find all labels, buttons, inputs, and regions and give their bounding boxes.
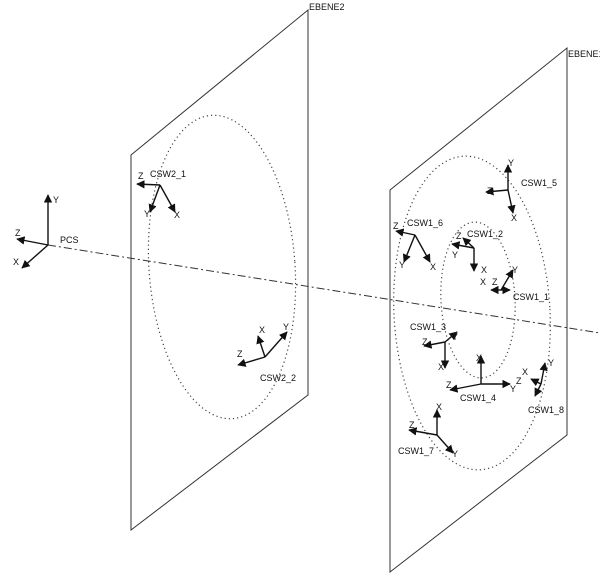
frame-csw2-2-z-axis-arrow <box>237 356 266 367</box>
pcs-x-label: X <box>13 257 19 267</box>
frame-csw1-5-x-label: X <box>511 213 517 223</box>
frame-csw1-4-name-label: CSW1_4 <box>460 393 496 403</box>
frame-csw1-3-y-label: Y <box>452 332 458 342</box>
frame-csw2-1-y-axis-arrow <box>148 184 161 213</box>
frame-csw1-7: X Y Z CSW1_7 <box>398 402 458 459</box>
frame-csw1-2-name-label: CSW1_2 <box>467 229 503 239</box>
frame-csw2-2-z-label: Z <box>237 349 243 359</box>
frame-csw1-3-name-label: CSW1_3 <box>410 322 446 332</box>
frame-csw1-2-z-label: Z <box>456 231 462 241</box>
frame-csw1-7-name-label: CSW1_7 <box>398 446 434 456</box>
frame-csw1-2-y-label: Y <box>452 250 458 260</box>
frame-csw1-8-name-label: CSW1_8 <box>528 405 564 415</box>
frame-csw1-8-y-label: Y <box>548 358 554 368</box>
frame-csw2-1: X Y Z CSW2_1 <box>136 169 186 220</box>
frame-csw1-7-z-label: Z <box>409 420 415 430</box>
frame-csw1-7-y-label: Y <box>452 449 458 459</box>
ring-ebene2 <box>147 114 297 420</box>
frame-csw1-3-z-axis-arrow <box>423 340 446 349</box>
frame-csw2-2-x-axis-arrow <box>256 335 266 358</box>
frame-csw1-1-z-label: Z <box>492 277 498 287</box>
frame-csw2-2: X Y Z CSW2_2 <box>237 322 296 383</box>
frame-csw1-5-z-label: Z <box>487 186 493 196</box>
frame-csw1-1-y-label: Y <box>512 265 518 275</box>
plane-ebene1 <box>389 46 568 574</box>
frame-csw1-6-y-axis-arrow <box>402 234 416 263</box>
frame-csw1-7-z-axis-arrow <box>408 427 438 436</box>
frame-csw1-5-x-axis-arrow <box>507 189 516 214</box>
frame-csw1-5-name-label: CSW1_5 <box>521 178 557 188</box>
central-axis-line <box>47 244 600 334</box>
ring-inner-ebene1 <box>440 221 516 379</box>
frame-csw1-4-x-label: X <box>476 353 482 363</box>
frame-csw1-5-y-label: Y <box>508 158 514 168</box>
frame-csw1-4-y-label: Y <box>510 384 516 394</box>
frame-csw1-6-name-label: CSW1_6 <box>407 218 443 228</box>
plane-ebene2-label: EBENE2 <box>309 2 345 12</box>
frame-csw1-3-z-label: Z <box>422 337 428 347</box>
frame-csw1-6: X Y Z CSW1_6 <box>393 218 443 272</box>
frame-csw2-1-z-axis-arrow <box>136 180 161 189</box>
frame-csw1-6-z-axis-arrow <box>395 228 416 237</box>
frame-csw1-3: X Y Z CSW1_3 <box>410 322 458 372</box>
frame-csw1-1: X Y Z CSW1_1 <box>480 265 549 302</box>
pcs-z-axis-arrow <box>16 236 49 246</box>
frame-csw1-8-x-axis-arrow <box>530 378 542 387</box>
frame-csw1-8-x-label: X <box>522 367 528 377</box>
pcs-label: PCS <box>60 235 79 245</box>
frame-csw1-2-z-axis-arrow <box>462 237 475 249</box>
frame-csw1-5-z-axis-arrow <box>485 187 509 196</box>
frame-csw2-1-name-label: CSW2_1 <box>150 169 186 179</box>
plane-ebene2 <box>130 8 309 532</box>
frame-csw1-6-x-label: X <box>430 262 436 272</box>
frame-csw1-8-z-label: Z <box>516 376 522 386</box>
frame-csw1-2: X YZ CSW1_2 <box>451 229 503 275</box>
pcs-z-label: Z <box>15 228 21 238</box>
frame-csw1-5: X Y Z CSW1_5 <box>485 158 557 223</box>
frame-csw1-4-z-label: Z <box>446 380 452 390</box>
frame-csw1-6-y-label: Y <box>399 260 405 270</box>
frame-csw2-2-name-label: CSW2_2 <box>260 373 296 383</box>
frame-csw1-3-x-label: X <box>438 362 444 372</box>
frame-csw1-7-x-label: X <box>436 402 442 412</box>
frame-csw2-1-z-label: Z <box>138 171 144 181</box>
frame-csw1-8-z-axis-arrow <box>534 383 543 397</box>
frame-csw2-2-y-axis-arrow <box>264 331 288 358</box>
frame-csw1-4-z-axis-arrow <box>449 383 482 393</box>
frame-csw1-2-x-label: X <box>481 265 487 275</box>
frame-csw2-1-y-label: Y <box>144 209 150 219</box>
pcs-x-axis-arrow <box>21 244 49 269</box>
plane-ebene1-label: EBENE1 <box>568 49 600 59</box>
frame-csw1-4: X Y Z CSW1_4 <box>446 353 516 403</box>
frame-csw1-1-x-label: X <box>480 277 486 287</box>
pcs-y-label: Y <box>53 195 59 205</box>
frame-csw1-3-y-axis-arrow <box>444 331 458 343</box>
pcs-triad: Y Z X PCS <box>13 194 79 269</box>
frame-csw1-8: X Y Z CSW1_8 <box>516 358 564 415</box>
frame-csw2-2-x-label: X <box>259 325 265 335</box>
frame-csw2-1-x-label: X <box>174 210 180 220</box>
frame-csw2-1-x-axis-arrow <box>159 184 176 213</box>
frame-csw1-8-y-axis-arrow <box>539 362 548 385</box>
frame-csw1-1-name-label: CSW1_1 <box>513 292 549 302</box>
frame-csw1-7-y-axis-arrow <box>436 434 454 454</box>
ring-outer-ebene1 <box>393 155 551 471</box>
frame-csw2-2-y-label: Y <box>283 322 289 332</box>
frame-csw1-6-x-axis-arrow <box>414 234 431 263</box>
frame-csw1-6-z-label: Z <box>393 221 399 231</box>
